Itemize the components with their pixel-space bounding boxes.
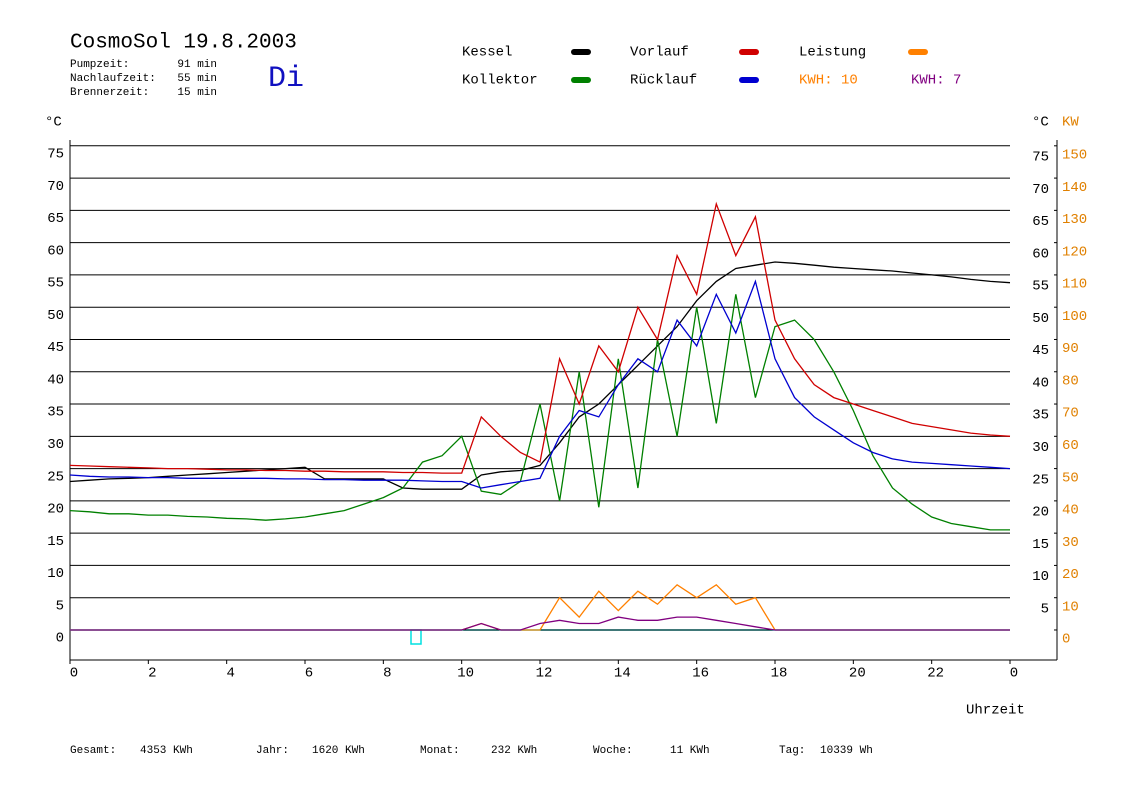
total-label: Monat: [420, 745, 460, 757]
run-time-value: 15 min [177, 87, 217, 99]
series-line [69, 279, 1011, 489]
y2-tick-label: 90 [1062, 341, 1079, 357]
legend-label: Kollektor [462, 73, 538, 89]
y2-tick-label: 80 [1062, 373, 1079, 389]
x-tick-label: 0 [70, 666, 78, 682]
y2-tick-label: 30 [1062, 535, 1079, 551]
y-tick-label: 50 [47, 308, 64, 324]
x-tick-label: 14 [614, 666, 631, 682]
x-axis-label: Uhrzeit [966, 703, 1025, 719]
y-tick-label-right: 60 [1032, 246, 1049, 262]
legend-label: Vorlauf [630, 45, 689, 61]
y-tick-label: 25 [47, 469, 64, 485]
x-tick-label: 6 [305, 666, 313, 682]
x-tick-label: 18 [771, 666, 788, 682]
y-tick-label: 35 [47, 405, 64, 421]
y-tick-label-right: 20 [1032, 505, 1049, 521]
series-line [70, 616, 1010, 631]
y2-tick-label: 150 [1062, 148, 1087, 164]
total-value: 232 KWh [491, 745, 537, 757]
series-line [69, 294, 1010, 531]
y-tick-label-right: 35 [1032, 408, 1049, 424]
total-label: Tag: [779, 745, 805, 757]
y2-axis-label: KW [1062, 115, 1079, 131]
total-label: Gesamt: [70, 745, 116, 757]
x-tick-label: 0 [1010, 666, 1018, 682]
y-tick-label: 40 [47, 372, 64, 388]
total-value: 4353 KWh [140, 745, 193, 757]
y-tick-label: 60 [47, 243, 64, 259]
y-tick-label-right: 70 [1032, 182, 1049, 198]
y-tick-label: 0 [56, 631, 64, 647]
weekday: Di [268, 62, 304, 96]
y-tick-label: 75 [47, 147, 64, 163]
y-tick-label-right: 45 [1032, 343, 1049, 359]
y2-tick-label: 110 [1062, 277, 1087, 293]
run-time-label: Nachlaufzeit: [70, 73, 156, 85]
y2-tick-label: 100 [1062, 309, 1087, 325]
total-value: 10339 Wh [820, 745, 873, 757]
legend-label: Kessel [462, 45, 512, 61]
x-tick-label: 16 [692, 666, 709, 682]
y-tick-label-right: 65 [1032, 214, 1049, 230]
y-tick-label-right: 5 [1041, 601, 1049, 617]
legend-label: KWH: 7 [911, 73, 961, 89]
y-tick-label-right: 25 [1032, 472, 1049, 488]
x-tick-label: 2 [148, 666, 156, 682]
y2-tick-label: 140 [1062, 180, 1087, 196]
run-time-value: 55 min [177, 73, 217, 85]
series-line [69, 201, 1011, 474]
y-tick-label: 30 [47, 437, 64, 453]
run-time-label: Brennerzeit: [70, 87, 149, 99]
total-value: 1620 KWh [312, 745, 365, 757]
y-tick-label-right: 55 [1032, 279, 1049, 295]
x-tick-label: 12 [536, 666, 553, 682]
chart-title: CosmoSol 19.8.2003 [70, 32, 297, 55]
total-label: Jahr: [256, 745, 289, 757]
y-tick-label-right: 30 [1032, 440, 1049, 456]
total-value: 11 KWh [670, 745, 710, 757]
y-tick-label: 55 [47, 276, 64, 292]
y-tick-label: 20 [47, 502, 64, 518]
y2-tick-label: 120 [1062, 244, 1087, 260]
y-tick-label: 5 [56, 598, 64, 614]
y-tick-label-right: 75 [1032, 150, 1049, 166]
y2-tick-label: 0 [1062, 632, 1070, 648]
x-tick-label: 20 [849, 666, 866, 682]
x-tick-label: 10 [457, 666, 474, 682]
y-tick-label: 10 [47, 566, 64, 582]
y-tick-label: 65 [47, 211, 64, 227]
y-axis-label-right: °C [1032, 115, 1049, 131]
run-time-label: Pumpzeit: [70, 59, 129, 71]
y2-tick-label: 20 [1062, 567, 1079, 583]
y-tick-label-right: 15 [1032, 537, 1049, 553]
y-tick-label-right: 50 [1032, 311, 1049, 327]
x-tick-label: 4 [226, 666, 234, 682]
y2-tick-label: 10 [1062, 599, 1079, 615]
y-tick-label: 45 [47, 340, 64, 356]
legend-label: Leistung [799, 45, 866, 61]
y-tick-label: 70 [47, 179, 64, 195]
y-tick-label-right: 10 [1032, 569, 1049, 585]
x-tick-label: 8 [383, 666, 391, 682]
series-line [69, 261, 1011, 490]
energy-label: KWH: 10 [799, 73, 858, 89]
y2-tick-label: 40 [1062, 503, 1079, 519]
legend-label: Rücklauf [630, 73, 697, 89]
x-tick-label: 22 [927, 666, 944, 682]
y-tick-label: 15 [47, 534, 64, 550]
run-time-value: 91 min [177, 59, 217, 71]
y-axis-label: °C [45, 115, 62, 131]
total-label: Woche: [593, 745, 633, 757]
y2-tick-label: 50 [1062, 470, 1079, 486]
y2-tick-label: 70 [1062, 406, 1079, 422]
y2-tick-label: 60 [1062, 438, 1079, 454]
y2-tick-label: 130 [1062, 212, 1087, 228]
y-tick-label-right: 40 [1032, 375, 1049, 391]
